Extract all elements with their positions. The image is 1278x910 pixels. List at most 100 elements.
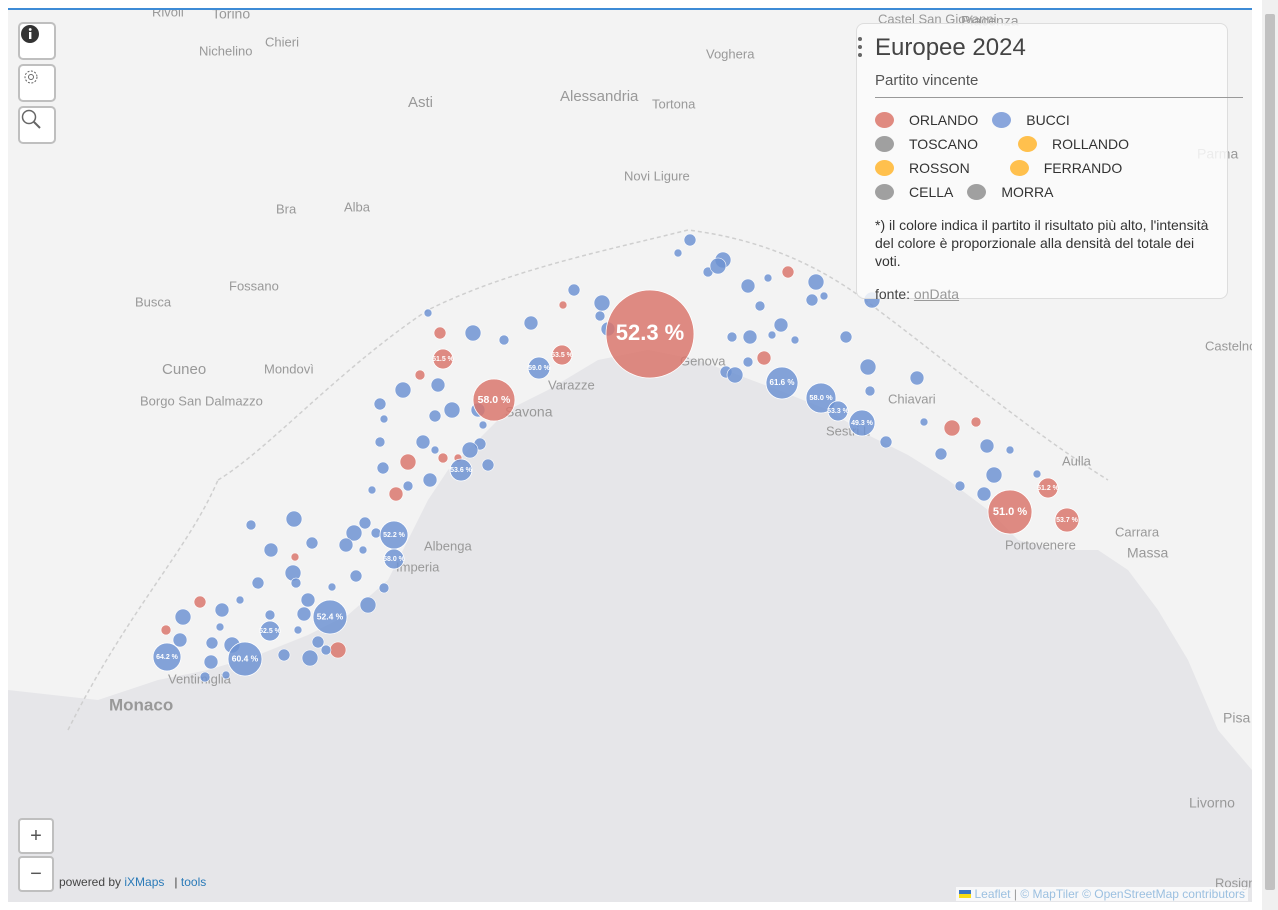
source-link[interactable]: onData bbox=[913, 286, 960, 302]
bubble-label: 60.4 % bbox=[232, 653, 259, 663]
scroll-thumb[interactable] bbox=[1265, 14, 1275, 890]
place-label: Voghera bbox=[706, 46, 755, 61]
brand-link[interactable]: iXMaps bbox=[124, 875, 165, 889]
sea bbox=[8, 350, 1252, 902]
small-bubble bbox=[300, 592, 316, 608]
place-label: Tortona bbox=[652, 96, 696, 111]
footer: powered by iXMaps | tools bbox=[59, 875, 206, 889]
place-label: Carrara bbox=[1115, 524, 1160, 539]
small-bubble bbox=[263, 542, 279, 558]
small-bubble bbox=[285, 510, 303, 528]
legend-note: *) il colore indica il partito il risult… bbox=[875, 217, 1209, 269]
info-button[interactable] bbox=[18, 22, 56, 60]
legend-label: CELLA bbox=[909, 184, 954, 200]
small-bubble bbox=[296, 606, 312, 622]
small-bubble bbox=[379, 414, 389, 424]
small-bubble bbox=[443, 401, 461, 419]
small-bubble bbox=[290, 577, 302, 589]
small-bubble bbox=[251, 576, 265, 590]
bubble-label: 61.6 % bbox=[770, 378, 795, 387]
search-button[interactable] bbox=[18, 106, 56, 144]
legend-item[interactable]: BUCCI bbox=[992, 112, 1070, 128]
small-bubble bbox=[193, 595, 207, 609]
small-bubble bbox=[437, 452, 449, 464]
bubble-label: 51.2 % bbox=[1037, 485, 1060, 492]
bubble-label: 52.3 % bbox=[616, 320, 685, 345]
place-label: Alessandria bbox=[560, 88, 639, 105]
osm-link[interactable]: © OpenStreetMap contributors bbox=[1082, 887, 1245, 901]
small-bubble bbox=[305, 536, 319, 550]
bubble bbox=[848, 409, 876, 437]
small-bubble bbox=[763, 273, 773, 283]
small-bubble bbox=[464, 324, 482, 342]
small-bubble bbox=[934, 447, 948, 461]
small-bubble bbox=[290, 552, 300, 562]
leaflet-link[interactable]: Leaflet bbox=[974, 887, 1011, 901]
place-label: Monaco bbox=[109, 695, 173, 714]
small-bubble bbox=[370, 527, 382, 539]
small-bubble bbox=[498, 334, 510, 346]
small-bubble bbox=[781, 265, 795, 279]
bubble-label: 52.5 % bbox=[259, 628, 282, 635]
small-bubble bbox=[767, 330, 777, 340]
bubble bbox=[227, 641, 263, 677]
legend-swatch bbox=[875, 136, 894, 152]
bubble-label: 51.5 % bbox=[432, 356, 455, 363]
small-bubble bbox=[205, 636, 219, 650]
legend-items: ORLANDO BUCCI TOSCANO ROLLANDO ROSSON FERRAND… bbox=[875, 108, 1215, 204]
small-bubble bbox=[388, 486, 404, 502]
bubble bbox=[827, 400, 849, 422]
small-bubble bbox=[726, 366, 744, 384]
maptiler-link[interactable]: © MapTiler bbox=[1020, 887, 1079, 901]
small-bubble bbox=[976, 486, 992, 502]
place-label: Genova bbox=[680, 353, 726, 368]
legend-item[interactable]: ORLANDO bbox=[875, 112, 978, 128]
place-label: Varazze bbox=[548, 377, 595, 392]
place-label: Mondovì bbox=[264, 361, 314, 376]
bubble-label: 58.0 % bbox=[809, 393, 833, 402]
place-label: Pisa bbox=[1223, 710, 1250, 726]
zoom-in[interactable]: + bbox=[18, 818, 54, 854]
small-bubble bbox=[402, 480, 414, 492]
bubble bbox=[605, 289, 695, 379]
small-bubble bbox=[481, 458, 495, 472]
legend-subtitle: Partito vincente bbox=[875, 72, 1243, 98]
bubble bbox=[805, 382, 837, 414]
legend-item[interactable]: CELLA bbox=[875, 184, 953, 200]
small-bubble bbox=[338, 537, 354, 553]
small-bubble bbox=[414, 369, 426, 381]
small-bubble bbox=[399, 453, 417, 471]
small-bubble bbox=[293, 625, 303, 635]
small-bubble bbox=[430, 445, 440, 455]
map[interactable]: Rivoli Torino Chieri Nichelino Asti Alessandr… bbox=[8, 8, 1252, 902]
legend-label: ROSSON bbox=[909, 160, 970, 176]
legend-item[interactable]: FERRANDO bbox=[1009, 160, 1122, 176]
place-label: Busca bbox=[135, 294, 172, 309]
bubble bbox=[432, 348, 454, 370]
bubble bbox=[449, 458, 473, 482]
small-bubble bbox=[378, 582, 390, 594]
small-bubble bbox=[879, 435, 893, 449]
menu-icon[interactable] bbox=[857, 36, 863, 58]
small-bubble bbox=[909, 370, 925, 386]
zoom-out[interactable]: − bbox=[18, 856, 54, 892]
small-bubble bbox=[358, 516, 372, 530]
legend-item[interactable]: ROSSON bbox=[875, 160, 970, 176]
small-bubble bbox=[422, 472, 438, 488]
small-bubble bbox=[859, 358, 877, 376]
bubbles: 52.3 % 58.0 % 51.0 % 61.6 % 58.0 % 52.4 % 60.4… bbox=[152, 289, 1080, 677]
legend-title: Europee 2024 bbox=[875, 34, 1026, 61]
small-bubble bbox=[805, 293, 819, 307]
legend-item[interactable]: TOSCANO bbox=[875, 136, 978, 152]
search-icon bbox=[21, 109, 41, 129]
legend-item[interactable]: MORRA bbox=[967, 184, 1053, 200]
bubble bbox=[259, 620, 281, 642]
bubble-label: 53.3 % bbox=[827, 408, 850, 415]
small-bubble bbox=[567, 283, 581, 297]
tools-link[interactable]: tools bbox=[180, 875, 207, 889]
small-bubble bbox=[593, 294, 611, 312]
legend-item[interactable]: ROLLANDO bbox=[1017, 136, 1129, 152]
settings-button[interactable] bbox=[18, 64, 56, 102]
small-bubble bbox=[839, 330, 853, 344]
